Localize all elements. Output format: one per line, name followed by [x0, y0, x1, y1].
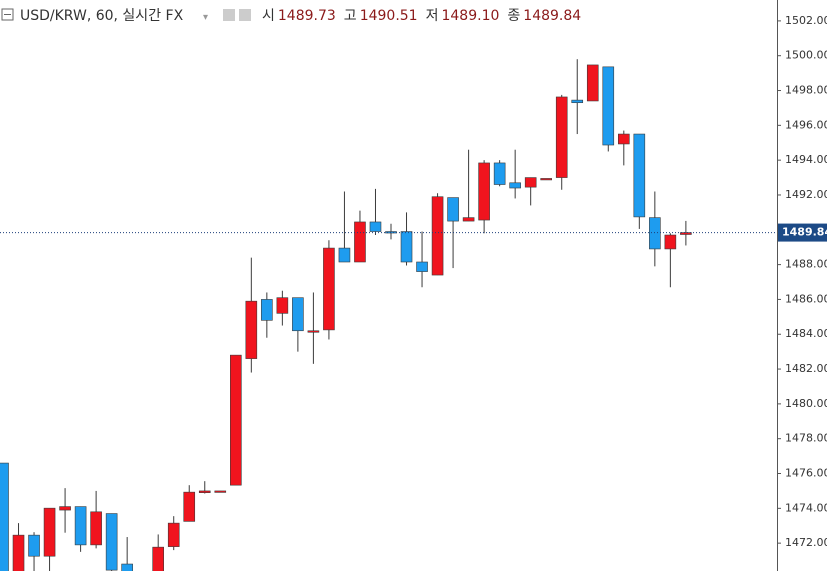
candle-body	[323, 247, 335, 331]
candle-body	[105, 513, 118, 571]
legend-label: 시	[262, 8, 275, 24]
legend-value: 1489.73	[278, 8, 336, 24]
candle-body	[649, 217, 661, 250]
ohlc-legend: 시 1489.73 고 1490.51 저 1489.10 종 1489.84	[262, 8, 581, 24]
legend-title: USD/KRW, 60, 실시간 FX	[20, 8, 184, 24]
candle-body	[74, 506, 87, 546]
candle-body	[121, 563, 133, 571]
plot-area	[0, 59, 777, 571]
y-tick-label: 1472.00	[785, 536, 827, 549]
candle-body	[431, 196, 444, 276]
candle-body	[167, 522, 180, 547]
y-tick-label: 1502.00	[785, 14, 827, 27]
candle-body	[602, 66, 615, 146]
y-tick-label: 1480.00	[785, 397, 827, 410]
candle-body	[524, 177, 537, 188]
candle-body	[462, 217, 475, 222]
candle-body	[198, 490, 211, 493]
candle-body	[493, 162, 506, 185]
y-tick-label: 1492.00	[785, 188, 827, 201]
last-price-label: 1489.84	[782, 226, 827, 239]
y-tick-label: 1474.00	[785, 501, 827, 514]
candle-body	[416, 261, 428, 272]
legend-value: 1489.10	[441, 8, 499, 24]
candle-body	[59, 506, 71, 511]
candle-body	[292, 297, 304, 332]
candle-body	[230, 354, 242, 486]
collapse-icon[interactable]	[1, 8, 14, 21]
candle-body	[555, 96, 568, 178]
legend-value: 1489.84	[523, 8, 581, 24]
candle-body	[43, 507, 56, 557]
y-tick-label: 1482.00	[785, 362, 827, 375]
candle-body	[478, 162, 490, 221]
candle-body	[276, 297, 289, 314]
candle-body	[369, 221, 382, 232]
candle-body	[12, 534, 25, 571]
y-tick-label: 1488.00	[785, 258, 827, 271]
legend-value: 1490.51	[360, 8, 418, 24]
candle-body	[245, 300, 258, 359]
y-tick-label: 1496.00	[785, 118, 827, 131]
legend-label: 저	[426, 8, 439, 24]
price-axis: 1472.00 1474.00 1476.00 1478.00 1480.00 1482.…	[777, 14, 827, 549]
dropdown-icon[interactable]: ▾	[203, 12, 208, 23]
candle-body	[447, 197, 459, 222]
y-tick-label: 1476.00	[785, 467, 827, 480]
header: USD/KRW, 60, 실시간 FX ▾ 시 1489.73 고 1490.51 저 1…	[1, 8, 581, 24]
y-tick-label: 1478.00	[785, 432, 827, 445]
eye-icon[interactable]	[223, 9, 235, 21]
candle-body	[183, 491, 196, 522]
candle-body	[400, 231, 413, 263]
candle-body	[28, 534, 40, 557]
candle-body	[152, 546, 164, 571]
candle-body	[571, 99, 584, 104]
y-tick-label: 1494.00	[785, 153, 827, 166]
candle-body	[664, 234, 677, 250]
candle-body	[261, 299, 273, 321]
candle-body	[0, 462, 9, 571]
candle-body	[354, 221, 366, 263]
y-tick-label: 1500.00	[785, 49, 827, 62]
y-tick-label: 1484.00	[785, 327, 827, 340]
y-tick-label: 1498.00	[785, 84, 827, 97]
candle-body	[307, 330, 320, 333]
candle-body	[214, 490, 227, 493]
legend-label: 종	[507, 8, 520, 24]
candle-body	[680, 232, 692, 235]
settings-icon[interactable]	[239, 9, 251, 21]
candle-body	[90, 511, 102, 546]
y-tick-label: 1486.00	[785, 292, 827, 305]
last-price-box	[778, 223, 827, 242]
candle-body	[509, 182, 521, 189]
legend-label: 고	[344, 8, 357, 24]
candle-body	[540, 178, 553, 181]
candle-body	[338, 247, 351, 263]
candle-body	[586, 64, 599, 102]
candle-body	[633, 133, 646, 218]
candle-body	[617, 133, 630, 145]
